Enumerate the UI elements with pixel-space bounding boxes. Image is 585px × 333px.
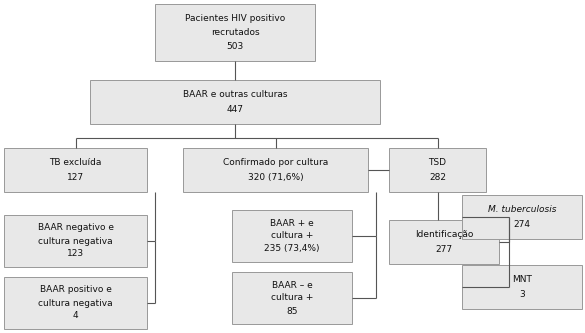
FancyBboxPatch shape	[462, 265, 582, 309]
Text: 503: 503	[226, 42, 243, 51]
Text: 282: 282	[429, 173, 446, 182]
Text: TB excluída: TB excluída	[49, 158, 102, 167]
FancyBboxPatch shape	[183, 148, 368, 192]
Text: 127: 127	[67, 173, 84, 182]
FancyBboxPatch shape	[4, 215, 147, 267]
Text: cultura +: cultura +	[271, 293, 313, 302]
FancyBboxPatch shape	[462, 195, 582, 239]
Text: 85: 85	[286, 306, 298, 315]
Text: Identificação: Identificação	[415, 230, 473, 239]
Text: Confirmado por cultura: Confirmado por cultura	[223, 158, 328, 167]
Text: 123: 123	[67, 249, 84, 258]
Text: 4: 4	[73, 311, 78, 320]
FancyBboxPatch shape	[155, 4, 315, 61]
FancyBboxPatch shape	[389, 220, 499, 264]
FancyBboxPatch shape	[232, 272, 352, 324]
Text: MNT: MNT	[512, 275, 532, 284]
Text: Pacientes HIV positivo: Pacientes HIV positivo	[185, 14, 285, 23]
Text: cultura negativa: cultura negativa	[38, 298, 113, 307]
Text: cultura negativa: cultura negativa	[38, 236, 113, 245]
Text: BAAR – e: BAAR – e	[271, 280, 312, 289]
FancyBboxPatch shape	[232, 210, 352, 262]
Text: 447: 447	[226, 105, 243, 114]
FancyBboxPatch shape	[4, 277, 147, 329]
FancyBboxPatch shape	[4, 148, 147, 192]
Text: recrutados: recrutados	[211, 28, 259, 37]
Text: 3: 3	[519, 290, 525, 299]
Text: 235 (73,4%): 235 (73,4%)	[264, 244, 320, 253]
Text: BAAR + e: BAAR + e	[270, 218, 314, 227]
Text: BAAR positivo e: BAAR positivo e	[40, 285, 111, 294]
Text: TSD: TSD	[428, 158, 446, 167]
FancyBboxPatch shape	[389, 148, 486, 192]
FancyBboxPatch shape	[90, 80, 380, 124]
Text: cultura +: cultura +	[271, 231, 313, 240]
Text: 277: 277	[435, 245, 453, 254]
Text: BAAR negativo e: BAAR negativo e	[37, 223, 113, 232]
Text: M. tuberculosis: M. tuberculosis	[488, 205, 556, 214]
Text: BAAR e outras culturas: BAAR e outras culturas	[183, 90, 287, 99]
Text: 274: 274	[514, 220, 531, 229]
Text: 320 (71,6%): 320 (71,6%)	[247, 173, 303, 182]
